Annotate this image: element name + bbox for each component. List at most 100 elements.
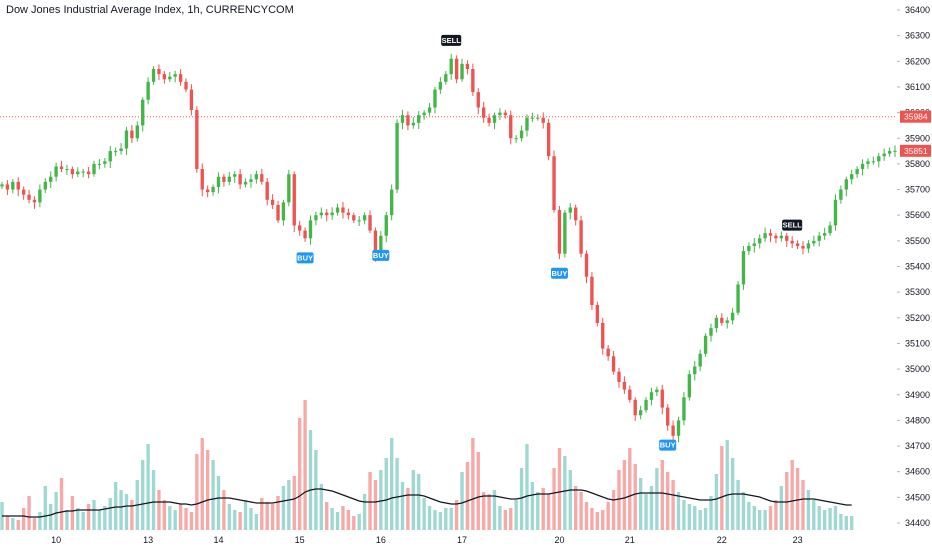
candle-body (525, 117, 529, 131)
volume-bar (709, 496, 713, 530)
candle-body (720, 317, 724, 323)
candle-body (395, 122, 399, 190)
sell-signal (441, 34, 462, 46)
volume-bar (498, 506, 502, 530)
volume-bar (417, 474, 421, 530)
candle-body (205, 189, 210, 193)
candle-body (476, 92, 480, 108)
candle-body (790, 240, 794, 244)
candle-body (151, 68, 156, 82)
volume-bar (611, 490, 616, 530)
price-tick-label: 36400 (905, 5, 930, 15)
volume-bar (11, 518, 15, 530)
volume-bar (812, 500, 816, 530)
candle-body (541, 117, 545, 123)
candle-body (557, 210, 562, 254)
price-tick-label: 35400 (905, 262, 930, 272)
volume-bar (238, 512, 242, 530)
candle-body (503, 112, 508, 116)
candle-body (422, 112, 426, 116)
candle-body (330, 212, 334, 216)
volume-bar (141, 460, 145, 530)
candle-body (536, 117, 540, 119)
candle-body (698, 353, 702, 367)
volume-bar (747, 502, 751, 530)
candle-body (833, 199, 838, 226)
time-tick-label: 13 (143, 535, 153, 545)
volume-bar (530, 482, 535, 530)
volume-bar (844, 516, 848, 530)
price-tick-label: 35900 (905, 133, 930, 143)
volume-bar (584, 502, 589, 530)
volume-bar (720, 446, 724, 530)
candle-body (38, 189, 42, 203)
volume-bar (276, 496, 280, 530)
candle-body (157, 68, 161, 75)
volume-bar (471, 438, 475, 530)
candle-body (27, 194, 31, 200)
candle-body (352, 215, 356, 221)
volume-bar (162, 500, 167, 530)
volume-bar (476, 452, 480, 530)
volume-bar (655, 468, 659, 530)
candle-body (822, 233, 827, 236)
volume-bar (265, 502, 269, 530)
candle-body (281, 202, 286, 221)
time-tick-label: 20 (554, 535, 564, 545)
volume-bar (59, 478, 64, 530)
candle-body (433, 89, 437, 108)
candle-body (487, 117, 491, 123)
price-tick-label: 35600 (905, 210, 930, 220)
volume-bar (828, 508, 832, 530)
volume-bar (687, 504, 692, 530)
price-tick-label: 34500 (905, 492, 930, 502)
volume-bar (850, 516, 854, 530)
candle-body (346, 212, 351, 216)
time-tick-label: 14 (213, 535, 223, 545)
volume-bar (514, 500, 518, 530)
candle-body (211, 186, 215, 193)
volume-bar (660, 460, 664, 530)
volume-bar (254, 514, 259, 530)
volume-bar (287, 480, 291, 530)
candle-body (633, 399, 637, 416)
volume-bar (579, 492, 583, 530)
candle-body (454, 58, 459, 80)
volume-bar (438, 512, 443, 530)
candle-body (595, 304, 600, 323)
candle-body (666, 407, 670, 426)
volume-bar (211, 460, 215, 530)
volume-bar (86, 504, 91, 530)
volume-bar (758, 510, 762, 530)
buy-signal-label: BUY (552, 269, 568, 278)
volume-bar (817, 506, 821, 530)
price-tick-label: 35000 (905, 364, 930, 374)
candle-body (303, 230, 307, 239)
volume-bar (0, 502, 4, 530)
candle-body (417, 115, 421, 123)
price-tick-label: 35100 (905, 338, 930, 348)
volume-bar (833, 506, 838, 530)
candle-body (146, 81, 150, 100)
candle-body (606, 348, 610, 357)
candle-body (590, 276, 594, 305)
time-tick-label: 17 (457, 535, 467, 545)
candle-body (81, 171, 85, 173)
volume-bar (292, 476, 296, 530)
candle-body (801, 245, 805, 249)
volume-bar (335, 512, 340, 530)
volume-bar (5, 516, 10, 530)
volume-bar (492, 490, 497, 530)
candle-body (243, 181, 248, 185)
volume-bar (541, 488, 545, 530)
candle-body (59, 166, 64, 170)
candle-body (628, 389, 632, 400)
candle-body (471, 68, 475, 93)
volume-bar (21, 508, 26, 530)
price-badge-label: 35984 (904, 112, 928, 122)
price-tick-label: 35500 (905, 236, 930, 246)
volume-ma-line (2, 488, 852, 518)
volume-bar (536, 492, 540, 530)
